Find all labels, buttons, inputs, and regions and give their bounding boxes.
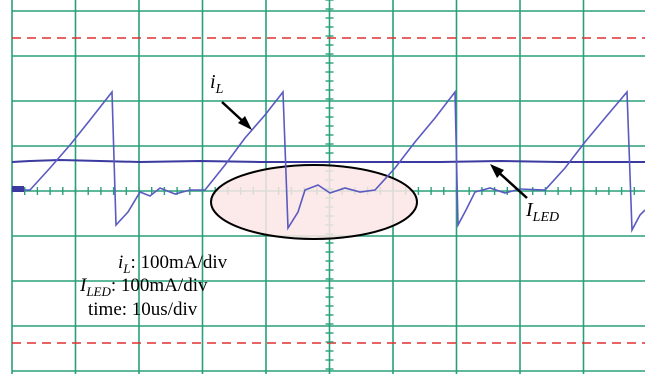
inductor-current-label: iL [210,71,224,97]
subscript: LED [85,284,111,299]
arrow-iled [495,169,528,199]
ground-marker [12,186,24,192]
inductor-current-trace [12,89,645,233]
subscript: L [215,82,224,97]
scale-text: : 100mA/div [111,275,208,296]
scale-line: ILED: 100mA/div [79,275,208,299]
highlight-ellipse [210,164,418,240]
scale-line: iL: 100mA/div [118,252,228,276]
scale-text: : 100mA/div [131,252,228,273]
scale-text: time: 10us/div [88,299,198,320]
symbol: i [210,71,216,93]
symbol: i [118,252,123,273]
symbol: I [525,199,534,221]
subscript: L [122,261,130,276]
scale-line: time: 10us/div [88,299,198,320]
arrow-il-head [238,116,252,130]
symbol: I [79,275,88,296]
subscript: LED [532,210,559,225]
arrow-iled-head [490,164,504,178]
led-current-trace [11,158,645,164]
led-current-label: ILED [525,199,559,225]
